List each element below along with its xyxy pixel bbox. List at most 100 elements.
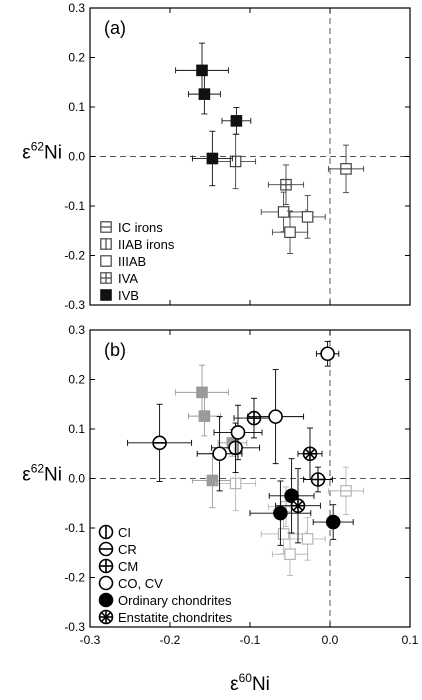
panel-b-legend-marker-5: [98, 609, 114, 625]
panel-a-point-iiiab-1-marker: [284, 226, 296, 239]
panel-b-bg-point-3-0-marker-shape: [277, 528, 290, 540]
panel-a: 0.3 0.2 0.1 0.0 -0.1 -0.2 -0.3 (a) ε62Ni IC irons…: [22, 1, 411, 312]
panel-b-ytick-label: 0.2: [68, 373, 85, 387]
panel-b-point-enstatite-chondrites-1-marker: [290, 498, 306, 514]
panel-a-point-iiiab-1-marker-shape: [284, 226, 296, 239]
panel-b-ytick-label: -0.2: [64, 571, 85, 585]
panel-b-ylabel: ε62Ni: [22, 462, 62, 486]
panel-a-point-ivb-3: [191, 130, 233, 187]
panel-a-point-iiab-irons-0-marker: [229, 155, 242, 168]
panel-a-point-ivb-2: [221, 107, 252, 135]
panel-a-point-iva-0-marker: [280, 178, 292, 191]
panel-a-legend-label-3: IVA: [118, 271, 138, 286]
panel-b-point-ordinary-chondrites-2: [312, 504, 354, 540]
panel-b-point-enstatite-chondrites-0: [297, 427, 323, 480]
panel-a-point-ivb-1-marker: [198, 88, 211, 100]
panel-b-legend-marker-2: [98, 558, 114, 574]
panel-b-xtick-label: -0.1: [240, 633, 261, 647]
panel-a-point-iiiab-0: [260, 191, 307, 233]
panel-b-point-co-cv-3-marker: [268, 409, 283, 424]
panel-b-point-cr-0: [127, 403, 193, 482]
panel-b-point-enstatite-chondrites-1-marker-spoke: [292, 500, 304, 511]
panel-b-bg-point-3-0: [260, 513, 307, 555]
panel-a-legend-marker-4-shape: [100, 289, 112, 301]
panel-b-bg-point-0-1-marker: [198, 410, 211, 422]
panel-b-legend-label-1: CR: [118, 542, 137, 557]
panel-b-point-ordinary-chondrites-1-marker-shape: [273, 505, 288, 521]
panel-b-point-co-cv-1-marker: [212, 446, 227, 462]
panel-a-point-ivb-2-marker: [230, 115, 243, 127]
panel-a-point-iiiab-0-marker-shape: [277, 206, 290, 218]
panel-b-bg-point-0-3-marker: [206, 474, 219, 487]
panel-b-bg-point-3-2-marker: [301, 533, 314, 545]
panel-b-point-co-cv-1: [196, 416, 243, 492]
panel-a-ytick-label: 0.3: [68, 1, 85, 15]
panel-b-bg-point-3-2-marker-shape: [301, 533, 314, 545]
panel-a-ytick-label: -0.1: [64, 199, 85, 213]
panel-b-point-ci-0-marker: [228, 440, 243, 456]
panel-b-legend: CI CR CM CO, CV Ordinary chondrites Enstatite…: [98, 524, 233, 625]
panel-b-legend-label-4: Ordinary chondrites: [118, 593, 232, 608]
panel-a-point-iiiab-0-marker: [277, 206, 290, 218]
panel-b-bg-point-3-1-marker: [284, 548, 296, 561]
panel-b: 0.3 0.2 0.1 0.0 -0.1 -0.2 -0.3-0.3 -0.2 -0.1 0.0 0…: [22, 323, 418, 695]
panel-a-point-ic-irons-0: [327, 144, 365, 194]
panel-a-legend-marker-0: [100, 221, 112, 233]
panel-b-legend-label-2: CM: [118, 559, 138, 574]
panel-b-bg-point-3-0-marker: [277, 528, 290, 540]
panel-b-bg-point-3-1-marker-shape: [284, 548, 296, 561]
panel-a-point-iiiab-2-marker: [301, 211, 314, 223]
panel-b-point-cm-0-marker: [246, 410, 262, 426]
panel-b-bg-point-3-2: [289, 517, 326, 561]
panel-b-legend-marker-5-spoke: [100, 611, 112, 623]
panel-a-point-ivb-1-marker-shape: [198, 88, 211, 100]
panel-b-xtick-label: -0.2: [160, 633, 181, 647]
panel-a-legend-label-4: IVB: [118, 288, 139, 303]
panel-b-bg-point-1-0-marker: [229, 477, 242, 490]
panel-a-point-ivb-0-marker: [196, 64, 208, 77]
panel-b-point-cm-1: [303, 466, 333, 493]
panel-b-point-cm-1-marker: [310, 472, 326, 487]
panel-a-point-ivb-2-marker-shape: [230, 115, 243, 127]
panel-b-point-ordinary-chondrites-1-marker: [273, 505, 288, 521]
panel-a-ytick-label: -0.2: [64, 249, 85, 263]
panel-a-legend-label-0: IC irons: [118, 220, 163, 235]
panel-a-legend-marker-3: [100, 272, 112, 284]
panel-b-ytick-label: 0.0: [68, 472, 85, 486]
panel-b-point-ordinary-chondrites-2-marker-shape: [325, 514, 341, 530]
panel-b-point-co-cv-2-marker: [230, 425, 246, 440]
panel-b-xlabel: ε60Ni: [230, 671, 270, 695]
panel-b-point-co-cv-2-marker-shape: [230, 425, 246, 440]
panel-b-ytick-label: -0.1: [64, 521, 85, 535]
panel-b-point-enstatite-chondrites-1: [275, 468, 321, 544]
panel-a-point-ivb-0-marker-shape: [196, 64, 208, 77]
panel-a-legend: IC irons IIAB irons IIIAB IVA IVB: [100, 220, 175, 303]
panel-a-legend-marker-2: [100, 255, 112, 267]
panel-b-point-co-cv-0-marker: [320, 346, 335, 362]
panel-b-bg-point-2-0: [327, 466, 365, 516]
panel-a-point-ivb-1: [187, 73, 221, 115]
panel-b-label: (b): [104, 340, 126, 360]
panel-b-ytick-label: -0.3: [64, 620, 85, 634]
panel-b-point-ordinary-chondrites-2-marker: [325, 514, 341, 530]
panel-b-xtick-label: 0.1: [402, 633, 419, 647]
panel-a-ytick-label: 0.2: [68, 51, 85, 65]
panel-a-point-iiiab-2-marker-shape: [301, 211, 314, 223]
panel-a-ytick-label: -0.3: [64, 298, 85, 312]
panel-b-bg-point-0-1: [187, 395, 221, 437]
panel-b-ytick-label: 0.3: [68, 323, 85, 337]
panel-b-point-enstatite-chondrites-0-marker: [302, 446, 318, 462]
panel-b-point-co-cv-1-marker-shape: [212, 446, 227, 462]
panel-b-bg-point-0-3-marker-shape: [206, 474, 219, 487]
panel-a-legend-label-2: IIIAB: [118, 254, 146, 269]
panel-b-bg-point-0-0-marker: [196, 386, 208, 399]
panel-a-point-iiab-irons-0: [215, 133, 257, 190]
panel-a-ytick-label: 0.1: [68, 100, 85, 114]
panel-b-legend-label-3: CO, CV: [118, 576, 163, 591]
panel-b-ytick-label: 0.1: [68, 422, 85, 436]
panel-b-point-co-cv-0: [315, 340, 340, 367]
panel-b-legend-marker-3-shape: [98, 575, 114, 591]
panel-a-legend-label-1: IIAB irons: [118, 237, 175, 252]
panel-b-point-ordinary-chondrites-1: [249, 480, 312, 546]
